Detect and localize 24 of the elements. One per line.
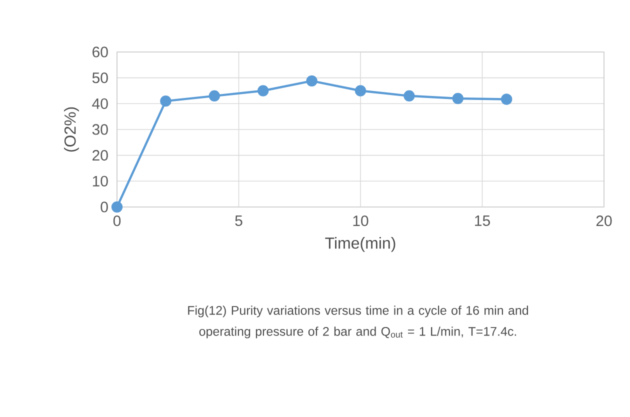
y-tick-label: 10 bbox=[92, 176, 108, 186]
point bbox=[354, 85, 366, 96]
x-tick-label: 10 bbox=[353, 216, 368, 226]
y-tick-label: 40 bbox=[92, 98, 108, 109]
x-axis-title: Time(min) bbox=[325, 237, 396, 252]
x-tick-label: 5 bbox=[235, 216, 242, 226]
x-tick-label: 15 bbox=[475, 216, 490, 226]
point bbox=[111, 201, 123, 213]
y-tick-label: 60 bbox=[92, 46, 108, 58]
point bbox=[208, 90, 220, 102]
text: Fig(12) Purity variations versus time in a cycle of 16 min and operating pressure of 2 bar and Q$_{out}$ = 1 L/min, T=17.4c. bbox=[188, 306, 528, 338]
y-tick-label: 20 bbox=[92, 150, 108, 161]
y-tick-label: 30 bbox=[92, 124, 108, 135]
point bbox=[258, 85, 269, 96]
point bbox=[306, 75, 318, 87]
point bbox=[160, 95, 172, 107]
x-tick-label: 20 bbox=[596, 216, 612, 226]
y-tick-label: 0 bbox=[100, 202, 108, 212]
y-axis-title: (O2%) bbox=[64, 107, 79, 152]
point bbox=[452, 92, 464, 104]
point bbox=[501, 94, 512, 105]
x-tick-label: 0 bbox=[113, 216, 121, 226]
point bbox=[404, 90, 415, 102]
y-tick-label: 50 bbox=[92, 72, 108, 84]
